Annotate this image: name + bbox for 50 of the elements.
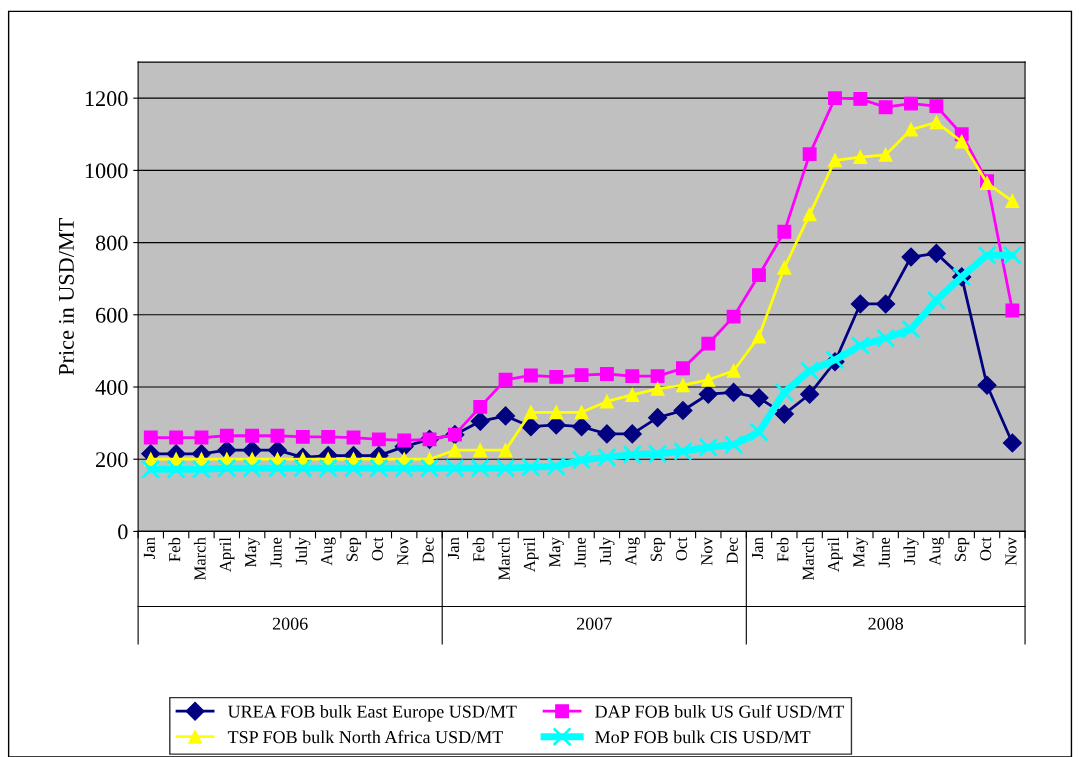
x-tick-label: April [827, 537, 843, 573]
x-tick-label: Feb [776, 537, 789, 562]
x-tick-label: Nov [1005, 537, 1017, 566]
legend-label: UREA FOB bulk East Europe USD/MT [227, 705, 517, 722]
x-tick-label: Feb [168, 537, 181, 562]
x-tick-label: Sep [954, 537, 970, 561]
x-tick-label: Jan [752, 537, 764, 559]
x-tick-label: June [878, 537, 890, 568]
x-tick-label: Aug [929, 537, 944, 566]
legend-label: DAP FOB bulk US Gulf USD/MT [595, 704, 844, 718]
x-tick-label: Aug [625, 537, 640, 566]
y-tick-label: 1200 [85, 91, 128, 107]
x-tick-label: Oct [980, 537, 992, 561]
legend-label: TSP FOB bulk North Africa USD/MT [227, 730, 503, 744]
x-tick-label: June [574, 537, 586, 568]
x-tick-label: Dec [726, 537, 738, 564]
x-tick-label: July [599, 537, 615, 565]
x-tick-label: Sep [650, 537, 666, 561]
y-tick-label: 800 [95, 235, 128, 251]
x-tick-label: Jan [143, 537, 155, 559]
x-tick-label: May [549, 537, 564, 568]
text: 2006 [272, 617, 308, 630]
text: 2008 [868, 617, 904, 630]
y-tick-label: 400 [95, 379, 128, 395]
x-tick-label: Oct [371, 537, 384, 561]
x-tick-label: July [295, 537, 311, 565]
x-tick-label: June [270, 537, 282, 568]
y-tick-label: 600 [96, 307, 128, 323]
x-tick-label: April [219, 537, 235, 573]
x-tick-label: Nov [397, 537, 409, 566]
y-tick-label: 200 [96, 452, 128, 468]
x-tick-label: May [853, 537, 868, 568]
x-tick-label: Aug [321, 537, 336, 566]
x-tick-label: Oct [675, 537, 688, 561]
x-tick-label: Sep [346, 537, 362, 561]
x-tick-label: April [523, 537, 539, 573]
legend-label: MoP FOB bulk CIS USD/MT [595, 730, 811, 744]
y-tick-label: 0 [118, 524, 128, 540]
x-tick-label: Feb [472, 537, 485, 562]
x-tick-label: March [802, 537, 814, 581]
x-tick-label: Dec [422, 537, 434, 564]
x-tick-label: Nov [701, 537, 713, 566]
x-tick-label: Jan [447, 537, 460, 559]
text: 2007 [576, 617, 612, 630]
x-tick-label: March [193, 537, 206, 581]
x-tick-label: May [245, 537, 260, 568]
x-tick-label: March [498, 537, 510, 581]
y-tick-label: 1000 [85, 163, 128, 179]
x-tick-label: July [903, 537, 919, 565]
y-axis-title: Price in USD/MT [58, 218, 74, 376]
